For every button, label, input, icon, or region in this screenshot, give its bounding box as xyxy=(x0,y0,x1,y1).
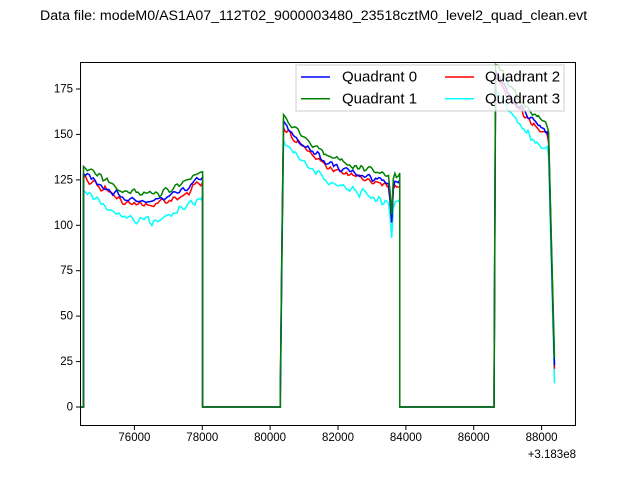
svg-text:82000: 82000 xyxy=(322,432,354,444)
svg-text:0: 0 xyxy=(67,402,73,414)
svg-text:+3.183e8: +3.183e8 xyxy=(528,449,576,461)
svg-text:150: 150 xyxy=(54,129,73,141)
svg-text:78000: 78000 xyxy=(186,432,218,444)
svg-text:88000: 88000 xyxy=(526,432,558,444)
svg-text:Quadrant 3: Quadrant 3 xyxy=(485,90,560,107)
svg-text:50: 50 xyxy=(60,311,73,323)
svg-text:Quadrant 1: Quadrant 1 xyxy=(342,90,417,107)
svg-text:Quadrant 0: Quadrant 0 xyxy=(342,69,417,86)
svg-text:125: 125 xyxy=(54,174,73,186)
svg-text:86000: 86000 xyxy=(458,432,490,444)
svg-text:84000: 84000 xyxy=(390,432,422,444)
svg-text:175: 175 xyxy=(54,84,73,96)
svg-text:76000: 76000 xyxy=(118,432,150,444)
svg-text:Quadrant 2: Quadrant 2 xyxy=(485,69,560,86)
svg-text:75: 75 xyxy=(60,265,73,277)
svg-text:80000: 80000 xyxy=(254,432,286,444)
svg-text:100: 100 xyxy=(54,220,73,232)
svg-text:25: 25 xyxy=(60,356,73,368)
